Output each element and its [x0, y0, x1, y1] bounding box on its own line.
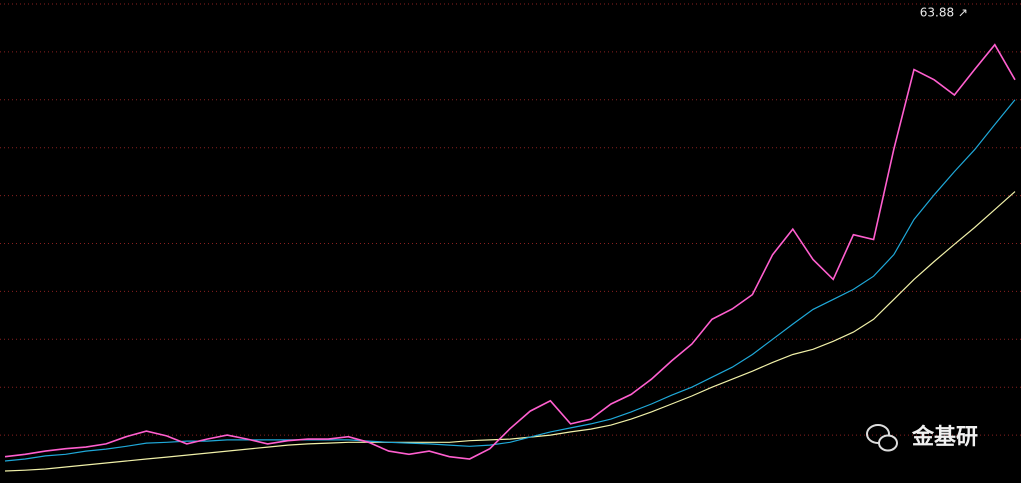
icon-bubble — [878, 434, 898, 452]
plot — [4, 43, 1016, 472]
series-line — [4, 191, 1016, 472]
series-line — [4, 43, 1016, 460]
max-label: 63.88 ↗ — [920, 5, 968, 19]
watermark-icon — [866, 424, 898, 452]
series-line — [4, 99, 1016, 462]
watermark: 金基研 — [911, 424, 978, 450]
